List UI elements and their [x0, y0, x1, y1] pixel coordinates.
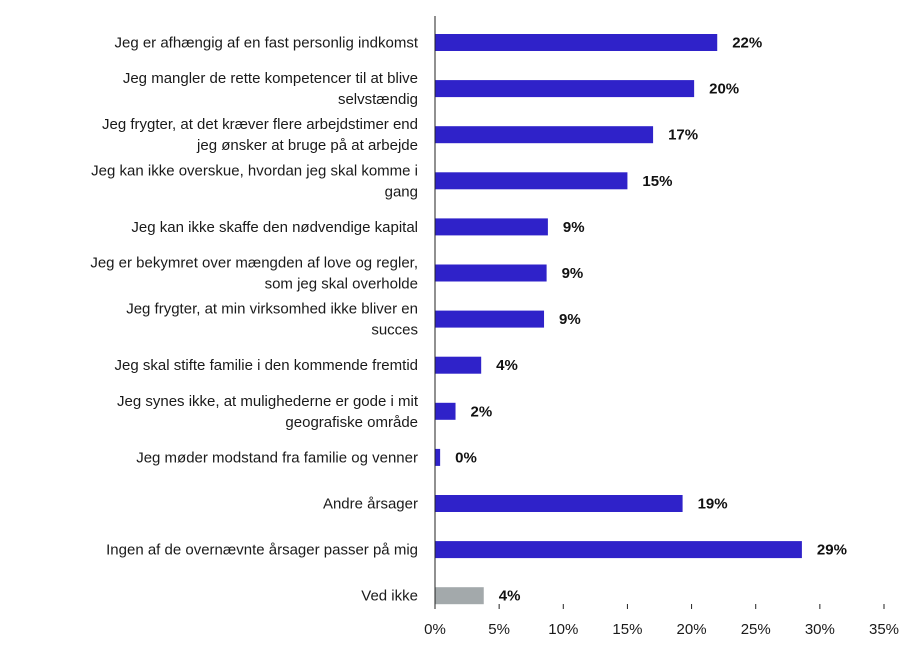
- bar-5: [435, 218, 548, 236]
- value-labels: 22% 20% 17% 15% 9% 9% 9% 4% 2% 0% 19% 29% 4%: [455, 35, 847, 605]
- category-label-1: Jeg er afhængig af en fast personlig ind…: [114, 35, 418, 52]
- bar-1: [435, 34, 718, 51]
- value-label-5: 9%: [563, 219, 585, 236]
- bar-13: [435, 587, 484, 605]
- x-tick-label-8: 35%: [869, 621, 899, 638]
- bar-7: [435, 310, 545, 328]
- x-tick-label-3: 10%: [548, 621, 578, 638]
- bar-10: [435, 448, 441, 466]
- value-label-4: 15%: [642, 173, 672, 190]
- value-label-9: 2%: [471, 403, 493, 420]
- x-tick-label-4: 15%: [612, 621, 642, 638]
- bar-9: [435, 402, 456, 420]
- value-label-11: 19%: [698, 496, 728, 513]
- category-label-2: Jeg mangler de rette kompetencer til at …: [123, 70, 418, 108]
- category-label-12: Ingen af de overnævnte årsager passer på…: [106, 542, 418, 559]
- bar-3: [435, 126, 654, 144]
- value-label-3: 17%: [668, 127, 698, 144]
- x-tick-label-1: 0%: [424, 621, 446, 638]
- x-tick-label-7: 30%: [805, 621, 835, 638]
- value-label-2: 20%: [709, 81, 739, 98]
- x-axis-ticks: 0% 5% 10% 15% 20% 25% 30% 35%: [424, 604, 899, 638]
- category-label-5: Jeg kan ikke skaffe den nødvendige kapit…: [131, 219, 418, 236]
- category-labels: Jeg er afhængig af en fast personlig ind…: [90, 35, 418, 605]
- x-tick-label-2: 5%: [488, 621, 510, 638]
- value-label-1: 22%: [732, 35, 762, 52]
- bar-8: [435, 356, 482, 374]
- category-label-10: Jeg møder modstand fra familie og venner: [136, 449, 418, 466]
- bar-11: [435, 495, 683, 512]
- category-label-3: Jeg frygter, at det kræver flere arbejds…: [102, 116, 418, 154]
- bar-4: [435, 172, 628, 190]
- value-label-8: 4%: [496, 357, 518, 374]
- bar-2: [435, 80, 695, 98]
- category-label-4: Jeg kan ikke overskue, hvordan jeg skal …: [91, 162, 418, 200]
- category-label-7: Jeg frygter, at min virksomhed ikke bliv…: [126, 301, 418, 339]
- x-tick-label-6: 25%: [741, 621, 771, 638]
- x-tick-label-5: 20%: [677, 621, 707, 638]
- value-label-13: 4%: [499, 588, 521, 605]
- category-label-8: Jeg skal stifte familie i den kommende f…: [115, 357, 418, 374]
- category-label-11: Andre årsager: [323, 496, 418, 513]
- bars-group: [435, 34, 802, 605]
- bar-12: [435, 541, 802, 559]
- value-label-7: 9%: [559, 311, 581, 328]
- value-label-10: 0%: [455, 449, 477, 466]
- value-label-6: 9%: [562, 265, 584, 282]
- category-label-6: Jeg er bekymret over mængden af love og …: [90, 255, 418, 293]
- category-label-13: Ved ikke: [361, 588, 418, 605]
- bar-6: [435, 264, 547, 282]
- category-label-9: Jeg synes ikke, at mulighederne er gode …: [117, 393, 419, 431]
- value-label-12: 29%: [817, 542, 847, 559]
